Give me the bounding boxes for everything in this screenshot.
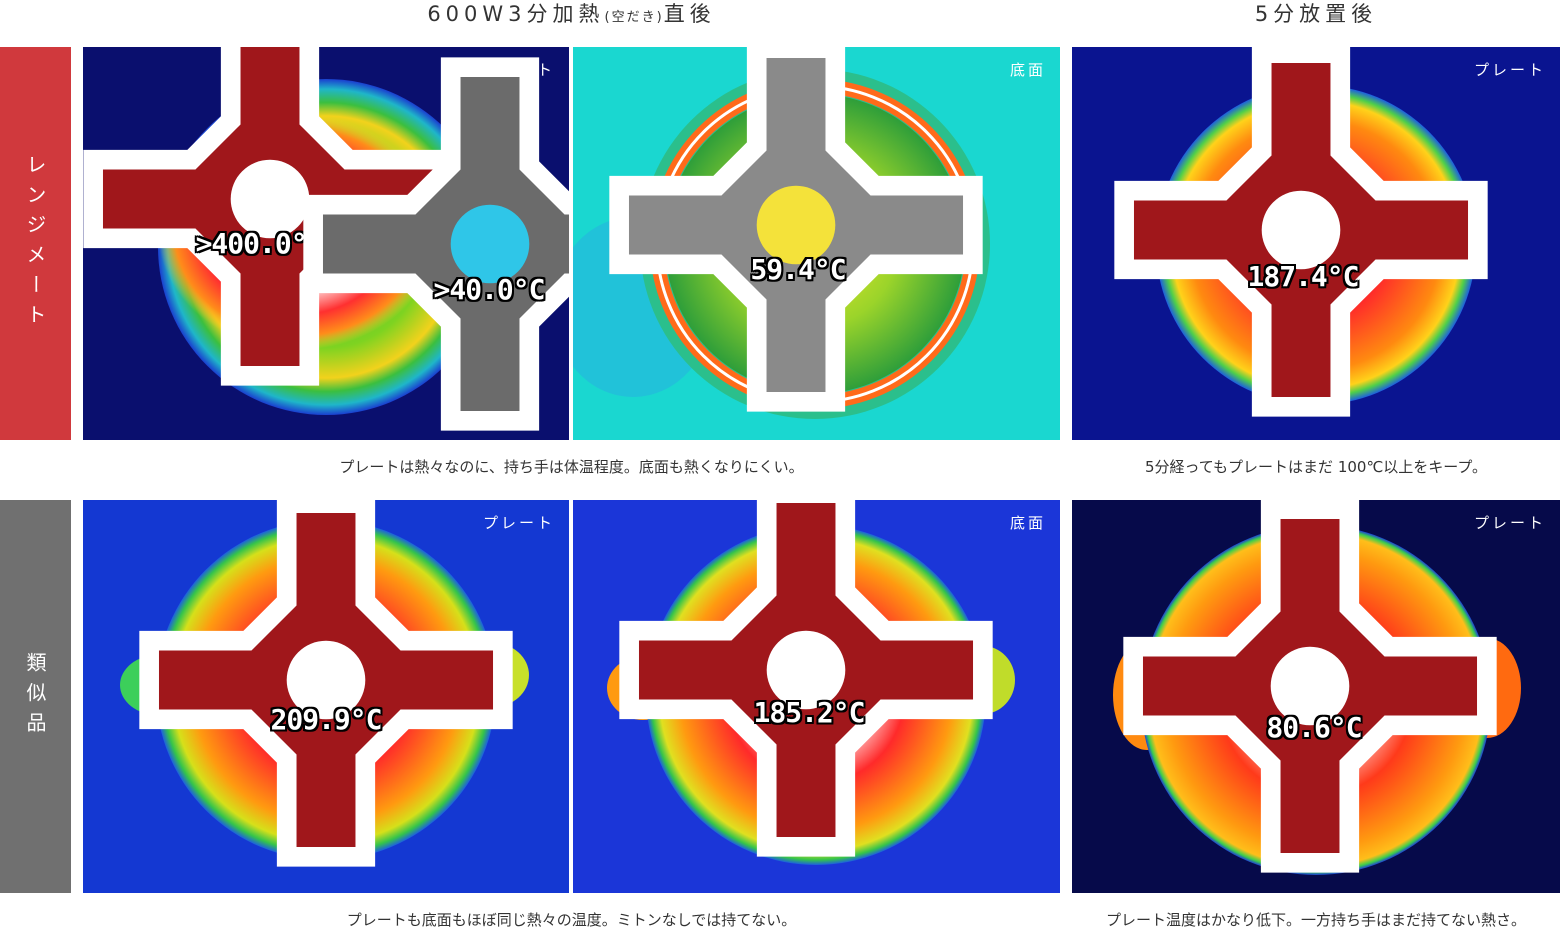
caption-heat-similar: プレートも底面もほぼ同じ熱々の温度。ミトンなしでは持てない。: [346, 911, 797, 929]
panel-tag: プレート: [1473, 61, 1546, 79]
crosshair-icon: [83, 47, 457, 386]
heading-heat-note: (空だき): [604, 10, 664, 25]
crosshair-icon: [1114, 47, 1488, 417]
thermal-image-r2-rest: プレート 80.6°C: [1072, 500, 1560, 893]
caption-rest-similar: プレート温度はかなり低下。一方持ち手はまだ持てない熱さ。: [1105, 911, 1526, 929]
temperature-reading-handle: >40.0°C: [433, 273, 545, 306]
temperature-reading: 187.4°C: [1247, 260, 1359, 293]
panel-tag: 底面: [1009, 514, 1046, 532]
caption-heat-range-mate: プレートは熱々なのに、持ち手は体温程度。底面も熱くなりにくい。: [339, 458, 804, 476]
row-band-similar: 類似品: [0, 500, 71, 893]
temperature-reading: 80.6°C: [1266, 711, 1362, 744]
heading-heat-suffix: 直後: [663, 2, 716, 26]
crosshair-icon: [1123, 500, 1497, 873]
heading-heat-prefix: 600W3分加熱: [427, 2, 605, 26]
heading-heat-test: 600W3分加熱(空だき)直後: [83, 0, 1060, 30]
crosshair-icon: [619, 500, 993, 857]
thermal-image-r1-rest: プレート 187.4°C: [1072, 47, 1560, 440]
thermal-image-r2-bottom: 底面 185.2°C: [573, 500, 1060, 893]
crosshair-icon: [139, 500, 513, 867]
row-label-similar: 類似品: [23, 651, 47, 742]
temperature-reading: 209.9°C: [270, 703, 382, 736]
caption-rest-range-mate: 5分経ってもプレートはまだ 100℃以上をキープ。: [1145, 458, 1487, 476]
crosshair-icon: [303, 57, 569, 431]
panel-tag: 底面: [1009, 61, 1046, 79]
temperature-reading: 185.2°C: [753, 696, 865, 729]
thermal-image-r1-bottom: 底面 59.4°C: [573, 47, 1060, 440]
thermal-image-r2-plate: プレート 209.9°C: [83, 500, 569, 893]
crosshair-icon: [609, 47, 983, 412]
row-band-range-mate: レンジメート: [0, 47, 71, 440]
panel-tag: プレート: [1473, 514, 1546, 532]
temperature-reading: >400.0°C: [195, 227, 324, 260]
heading-rest-test: 5分放置後: [1254, 2, 1378, 26]
panel-tag: プレート: [482, 514, 555, 532]
thermal-image-r1-plate: プレート >400.0°C >40.0°C: [83, 47, 569, 440]
row-label-range-mate: レンジメート: [23, 153, 47, 334]
temperature-reading: 59.4°C: [750, 253, 846, 286]
